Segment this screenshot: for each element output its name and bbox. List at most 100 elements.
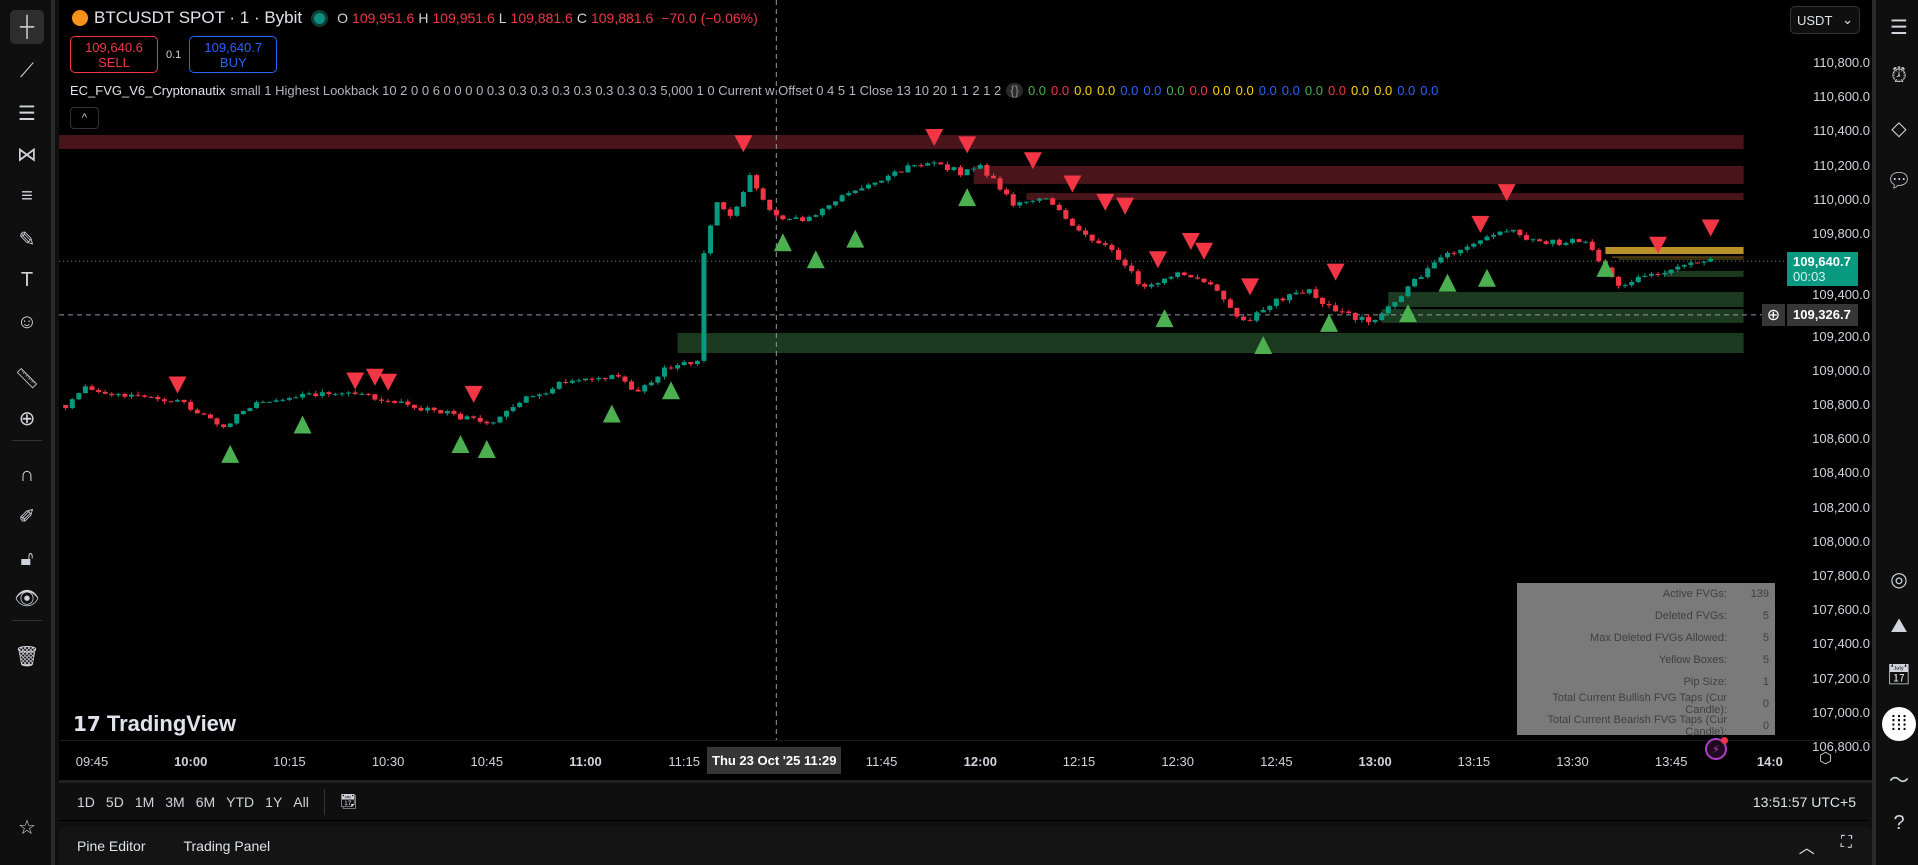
candle-body (293, 397, 299, 399)
sell-price: 109,640.6 (85, 39, 143, 55)
tab-trading-panel[interactable]: Trading Panel (183, 837, 271, 854)
star-icon[interactable]: ☆ (18, 816, 36, 839)
tab-pine-editor[interactable]: Pine Editor (77, 837, 146, 854)
candle-body (984, 164, 990, 176)
price-label: 110,600.0 (1813, 89, 1870, 105)
buy-label: BUY (219, 54, 247, 70)
brush-icon[interactable]: ✎ (18, 228, 36, 251)
fvg-zone-yellow (1605, 246, 1744, 255)
candle-body (1708, 258, 1714, 262)
apps-grid-icon[interactable]: ⁞⁞⁞ (1882, 707, 1916, 741)
chat-icon[interactable]: 💬︎ (1886, 169, 1912, 192)
help-icon[interactable]: ? (1893, 811, 1905, 834)
lock-drawing-icon[interactable]: ✐ (18, 505, 36, 528)
layers-icon[interactable]: ◇ (1891, 117, 1907, 140)
range-1m[interactable]: 1M (134, 793, 155, 810)
candle-body (990, 175, 996, 179)
time-axis[interactable]: Thu 23 Oct '25 11:29 ⬡ 09:45 10:00 10:15 10… (59, 740, 1872, 780)
candle-body (727, 209, 733, 216)
price-label: 110,200.0 (1813, 157, 1870, 173)
candle-body (1155, 283, 1161, 285)
left-drawing-toolbar: ┼ ⟋ ☰ ⋈ ≡ ✎ T ☺ 📏︎ ⊕ ∩ ✐ 🔓︎ 👁︎ 🗑︎ ☆ (0, 0, 55, 865)
candle-body (1563, 242, 1569, 245)
candle-body (359, 393, 365, 395)
candle-body (1385, 306, 1391, 314)
range-1d[interactable]: 1D (77, 793, 95, 810)
horizontal-lines-icon[interactable]: ☰ (18, 102, 36, 125)
go-to-date-icon[interactable]: 📆︎ (339, 793, 358, 809)
magnet-icon[interactable]: ∩ (19, 463, 35, 486)
candle-body (852, 190, 858, 194)
ruler-icon[interactable]: 📏︎ (14, 367, 40, 390)
candle-body (1017, 202, 1023, 206)
indicator-legend[interactable]: EC_FVG_V6_Cryptonautix small 1 Highest L… (70, 83, 1438, 98)
trend-line-icon[interactable]: ⟋ (20, 59, 34, 82)
candle-body (161, 399, 167, 402)
lock-icon[interactable]: 🔓︎ (20, 547, 34, 570)
stats-row: Max Deleted FVGs Allowed: 5 (1517, 627, 1775, 649)
candle-body (1208, 282, 1214, 285)
bullish-marker (293, 415, 312, 434)
currency-select[interactable]: USDT ⌄ (1790, 6, 1860, 34)
bearish-marker (1096, 193, 1115, 211)
ideas-icon[interactable]: ⛰︎ (1890, 614, 1908, 637)
emoji-icon[interactable]: ☺ (16, 310, 38, 333)
candle-body (905, 165, 911, 173)
crosshair-price-label: 109,326.7 (1787, 304, 1858, 326)
maximize-icon[interactable]: ⛶ (1840, 833, 1852, 851)
chart-pane[interactable]: BTCUSDT SPOT · 1 · Bybit O 109,951.6 H 109,… (59, 0, 1872, 821)
candle-body (385, 400, 391, 402)
candle-body (1366, 316, 1372, 323)
candle-body (964, 169, 970, 176)
symbol-title[interactable]: BTCUSDT SPOT · 1 · Bybit (94, 8, 303, 27)
indicator-value: 0.0 (1304, 83, 1323, 98)
settings-icon[interactable]: ⬡ (1819, 750, 1833, 767)
price-chart[interactable] (59, 0, 1794, 740)
bolt-icon[interactable]: ⚡ (1705, 737, 1728, 760)
candle-body (122, 393, 128, 397)
crosshair-icon[interactable]: ┼ (10, 10, 44, 44)
sell-button[interactable]: 109,640.6 SELL (70, 36, 158, 73)
candle-body (648, 382, 654, 386)
price-scale[interactable]: 110,800.0 110,600.0 110,400.0 110,200.0 110,… (1794, 0, 1872, 760)
candle-body (1405, 286, 1411, 297)
trash-icon[interactable]: 🗑︎ (14, 645, 40, 668)
price-label: 108,000.0 (1812, 533, 1870, 549)
indicator-value: 0.0 (1166, 83, 1185, 98)
indicator-name[interactable]: EC_FVG_V6_Cryptonautix (70, 83, 226, 98)
range-ytd[interactable]: YTD (226, 793, 255, 810)
pattern-icon[interactable]: ⋈ (17, 143, 37, 166)
fib-icon[interactable]: ≡ (21, 184, 33, 207)
clock[interactable]: 13:51:57 UTC+5 (1752, 793, 1856, 810)
candle-body (1510, 229, 1516, 232)
range-5d[interactable]: 5D (105, 793, 124, 810)
range-1y[interactable]: 1Y (265, 793, 283, 810)
range-3m[interactable]: 3M (165, 793, 185, 810)
add-alert-plus-icon[interactable]: ⊕ (1762, 304, 1785, 326)
range-all[interactable]: All (293, 793, 309, 810)
price-label: 107,800.0 (1812, 568, 1870, 583)
candle-body (944, 164, 950, 171)
indicator-value: 0.0 (1420, 83, 1439, 98)
candle-body (1425, 268, 1431, 278)
candle-body (846, 193, 852, 196)
alarm-clock-icon[interactable]: ⏰︎ (1891, 64, 1907, 87)
indicator-value: 0.0 (1074, 83, 1093, 98)
buy-button[interactable]: 109,640.7 BUY (189, 36, 278, 73)
stats-label: Total Current Bullish FVG Taps (Cur Cand… (1552, 692, 1727, 716)
range-6m[interactable]: 6M (195, 793, 216, 810)
broadcast-icon[interactable]: 〜 (1889, 769, 1909, 792)
candle-body (602, 377, 608, 380)
candle-body (813, 215, 819, 217)
collapse-legend-button[interactable]: ^ (70, 107, 99, 129)
eye-icon[interactable]: 👁︎ (14, 587, 40, 610)
chevron-up-icon[interactable]: ︿ (1798, 839, 1815, 857)
candle-body (694, 360, 700, 365)
zoom-in-icon[interactable]: ⊕ (18, 407, 36, 430)
watchlist-icon[interactable]: ☰ (1890, 16, 1908, 39)
text-icon[interactable]: T (20, 268, 34, 291)
source-code-icon[interactable]: {} (1006, 83, 1023, 98)
target-icon[interactable]: ◎ (1890, 568, 1908, 591)
indicator-value: 0.0 (1327, 83, 1347, 98)
calendar-icon[interactable]: 📅︎ (1886, 663, 1912, 686)
